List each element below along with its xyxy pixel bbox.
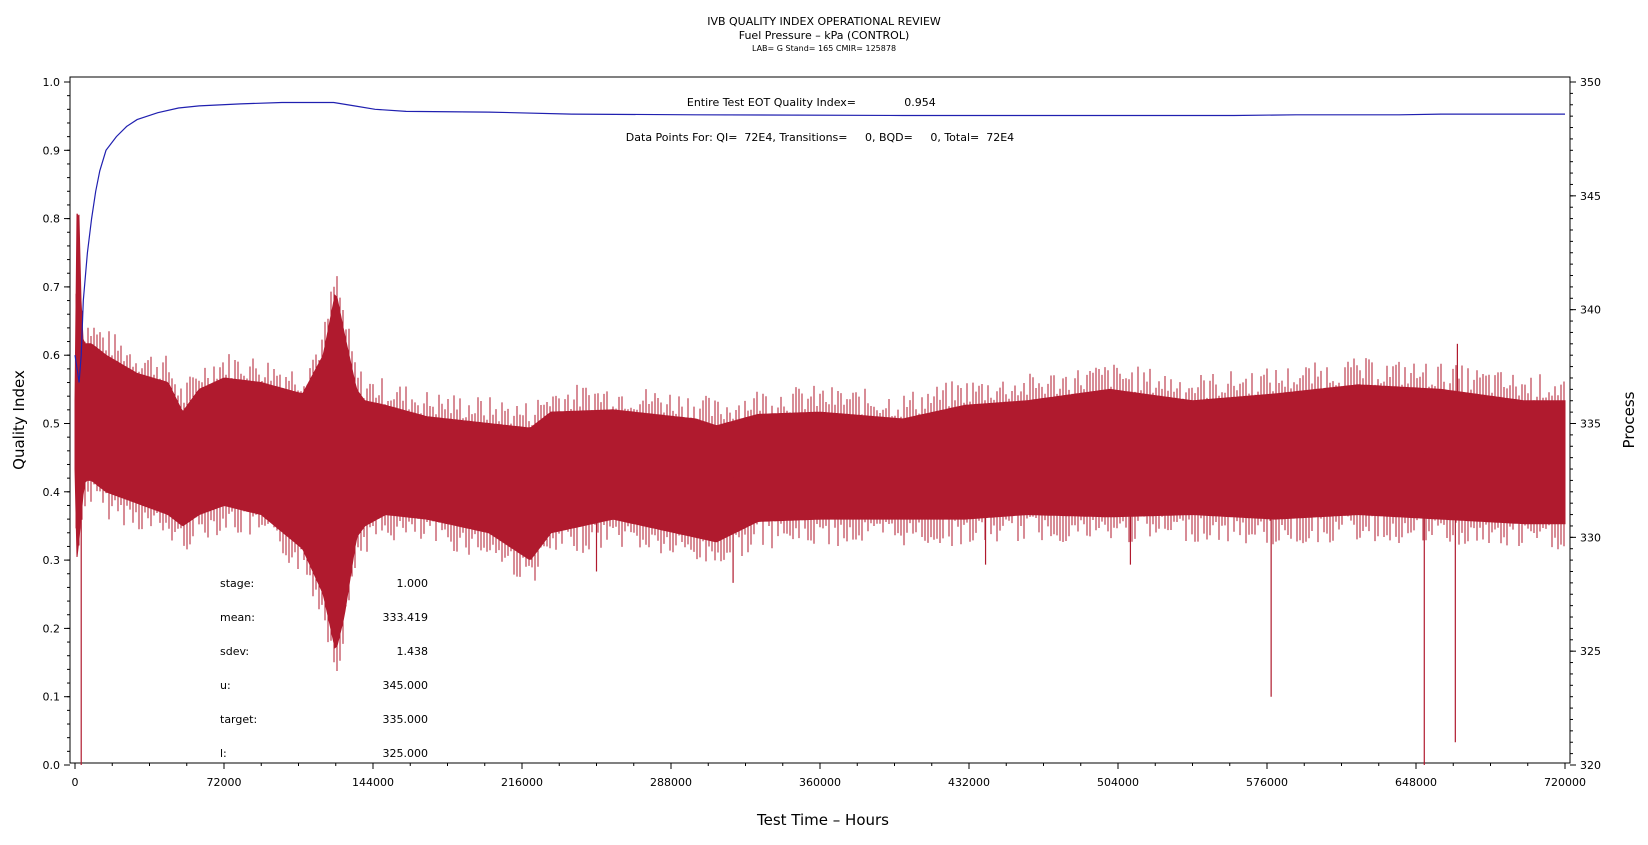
- y-right-tick-label: 330: [1580, 531, 1601, 544]
- quality-index-line: [74, 101, 1565, 383]
- y-right-tick-label: 320: [1580, 759, 1601, 772]
- datapoints-annotation: Data Points For: QI= 72E4, Transitions= …: [626, 131, 1014, 144]
- stat-label: stage:: [220, 577, 254, 590]
- y-left-tick-label: 0.5: [43, 418, 61, 431]
- y-right-tick-label: 345: [1580, 190, 1601, 203]
- y-left-tick-label: 0.2: [43, 622, 61, 635]
- stat-label: target:: [220, 713, 257, 726]
- x-tick-label: 72000: [207, 776, 242, 789]
- y-left-tick-label: 0.9: [43, 144, 61, 157]
- x-tick-label: 288000: [650, 776, 692, 789]
- stats-panel: stage: 1.000 mean: 333.419 sdev: 1.438 u: 345.0…: [220, 577, 428, 760]
- axes: 0 72000 144000 216000 288000 360000 432000 5040…: [43, 76, 1602, 789]
- x-tick-label: 576000: [1246, 776, 1288, 789]
- x-tick-label: 648000: [1395, 776, 1437, 789]
- stat-value: 335.000: [383, 713, 429, 726]
- y-left-tick-label: 0.7: [43, 281, 61, 294]
- y-axis-label-left: Quality Index: [10, 370, 28, 470]
- stat-value: 1.438: [397, 645, 429, 658]
- y-left-tick-label: 0.4: [43, 486, 61, 499]
- stat-value: 333.419: [383, 611, 429, 624]
- y-left-tick-label: 1.0: [43, 76, 61, 89]
- x-tick-label: 360000: [799, 776, 841, 789]
- y-right-tick-label: 350: [1580, 76, 1601, 89]
- eot-label: Entire Test EOT Quality Index=: [687, 96, 856, 109]
- chart-title: IVB QUALITY INDEX OPERATIONAL REVIEW: [707, 15, 941, 28]
- eot-value: 0.954: [904, 96, 936, 109]
- stat-label: mean:: [220, 611, 255, 624]
- stat-value: 325.000: [383, 747, 429, 760]
- chart-info-line: LAB= G Stand= 165 CMIR= 125878: [751, 44, 897, 53]
- y-left-tick-label: 0.0: [43, 759, 61, 772]
- fuel-pressure-series: [74, 213, 1566, 765]
- x-axis-label: Test Time – Hours: [756, 811, 889, 829]
- x-tick-label: 144000: [352, 776, 394, 789]
- stat-label: u:: [220, 679, 231, 692]
- x-tick-label: 432000: [948, 776, 990, 789]
- x-tick-label: 0: [72, 776, 79, 789]
- y-left-tick-label: 0.3: [43, 554, 61, 567]
- y-axis-label-right: Process: [1620, 391, 1638, 448]
- y-right-tick-label: 335: [1580, 418, 1601, 431]
- stat-label: sdev:: [220, 645, 249, 658]
- chart-subtitle: Fuel Pressure – kPa (CONTROL): [738, 29, 910, 42]
- y-left-tick-label: 0.8: [43, 213, 61, 226]
- x-tick-label: 216000: [501, 776, 543, 789]
- y-left-tick-label: 0.6: [43, 349, 61, 362]
- stat-label: l:: [220, 747, 227, 760]
- stat-value: 345.000: [383, 679, 429, 692]
- x-tick-label: 720000: [1544, 776, 1586, 789]
- y-left-tick-label: 0.1: [43, 691, 61, 704]
- stat-value: 1.000: [397, 577, 429, 590]
- x-tick-label: 504000: [1097, 776, 1139, 789]
- y-right-tick-label: 325: [1580, 645, 1601, 658]
- y-right-tick-label: 340: [1580, 304, 1601, 317]
